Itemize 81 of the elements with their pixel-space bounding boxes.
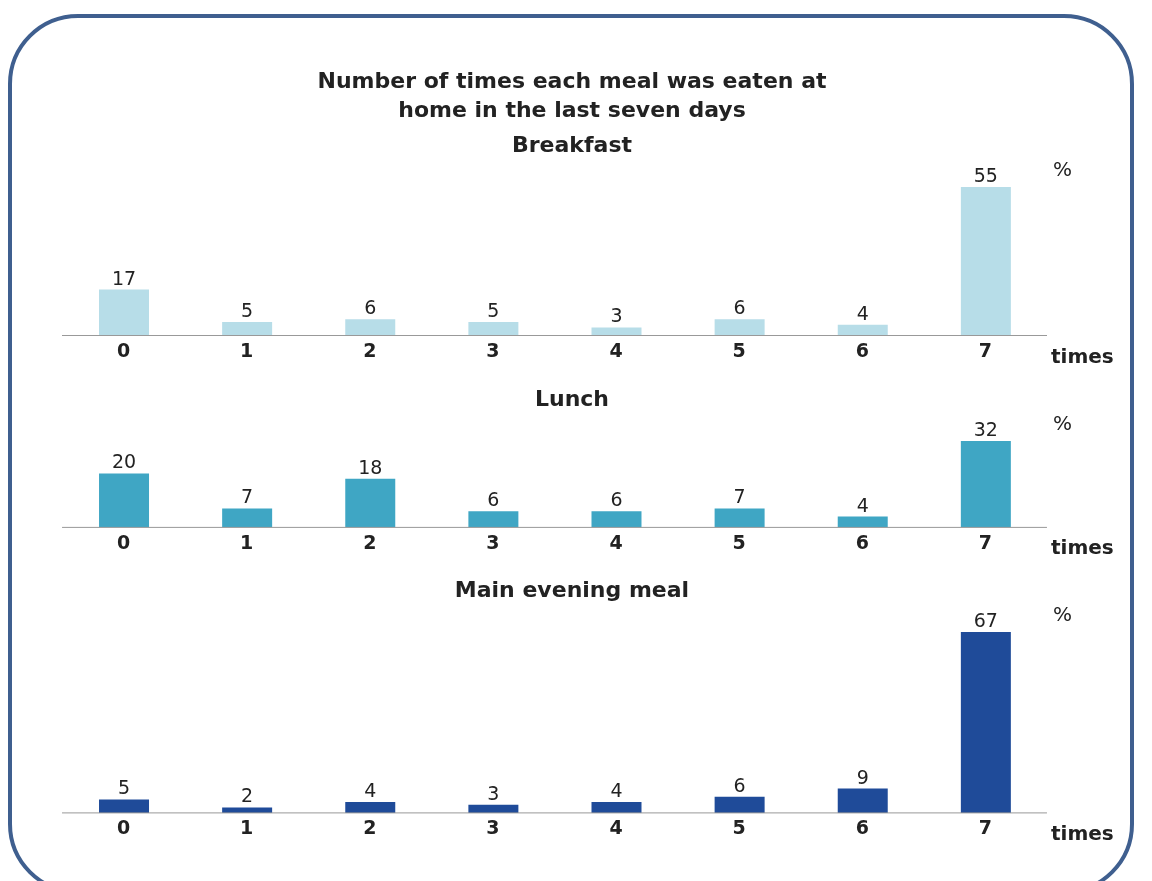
bar xyxy=(222,807,273,813)
x-tick-label: 6 xyxy=(855,338,869,361)
data-label: 7 xyxy=(241,484,254,507)
data-label: 6 xyxy=(733,773,746,796)
bar xyxy=(99,472,150,527)
data-label: 3 xyxy=(610,304,623,327)
x-tick-label: 5 xyxy=(732,530,746,553)
x-tick-label: 2 xyxy=(363,530,377,553)
x-tick-label: 6 xyxy=(855,530,869,553)
data-label: 7 xyxy=(733,484,746,507)
x-tick-label: 7 xyxy=(978,816,993,839)
x-tick-label: 3 xyxy=(486,816,500,839)
x-tick-label: 5 xyxy=(732,816,746,839)
x-tick-label: 5 xyxy=(732,338,746,361)
x-axis-title: times xyxy=(1051,534,1114,559)
y-axis-title: % xyxy=(1053,157,1073,181)
data-label: 17 xyxy=(111,266,137,289)
chart-title: Number of times each meal was eaten at home in the last seven days xyxy=(316,67,828,124)
bar xyxy=(960,631,1011,813)
x-tick-label: 1 xyxy=(240,530,254,553)
data-label: 5 xyxy=(487,299,500,321)
bar xyxy=(837,788,888,813)
bar xyxy=(222,322,273,336)
bar xyxy=(837,516,888,527)
bar xyxy=(591,510,642,527)
data-label: 9 xyxy=(856,765,869,788)
data-label: 32 xyxy=(973,417,998,440)
x-tick-label: 4 xyxy=(609,816,623,839)
x-tick-label: 1 xyxy=(240,816,254,839)
data-label: 5 xyxy=(117,776,131,799)
bar xyxy=(714,507,765,527)
data-label: 18 xyxy=(358,455,383,478)
data-label: 6 xyxy=(487,487,500,510)
bar xyxy=(345,801,396,813)
x-axis-title: times xyxy=(1051,820,1114,845)
bar xyxy=(99,799,150,813)
data-label: 4 xyxy=(364,778,377,801)
y-axis-title: % xyxy=(1053,410,1073,435)
data-label: 4 xyxy=(856,301,869,324)
x-tick-label: 1 xyxy=(240,338,254,361)
x-tick-label: 2 xyxy=(363,338,377,361)
bar xyxy=(468,322,519,336)
data-label: 20 xyxy=(111,449,137,472)
y-axis-title: % xyxy=(1053,601,1073,626)
chart-subtitle: Lunch xyxy=(533,385,610,411)
chart-subtitle: Breakfast xyxy=(510,132,633,157)
data-label: 3 xyxy=(487,781,500,804)
bar xyxy=(222,507,273,527)
bar xyxy=(960,187,1011,336)
data-label: 6 xyxy=(733,296,746,319)
x-tick-label: 7 xyxy=(978,338,993,361)
bar xyxy=(714,319,765,336)
bar xyxy=(345,319,396,336)
x-tick-label: 3 xyxy=(486,338,500,361)
x-tick-label: 0 xyxy=(116,530,131,553)
x-tick-label: 4 xyxy=(609,338,623,361)
bar xyxy=(591,327,642,336)
data-label: 6 xyxy=(364,296,377,319)
x-tick-label: 0 xyxy=(116,338,131,361)
x-tick-label: 0 xyxy=(116,816,131,839)
x-tick-label: 4 xyxy=(609,530,623,553)
data-label: 67 xyxy=(973,608,998,631)
chart-subtitle: Main evening meal xyxy=(453,576,691,602)
data-label: 4 xyxy=(610,778,623,801)
bar xyxy=(99,289,149,336)
x-tick-label: 2 xyxy=(363,816,377,839)
x-tick-label: 3 xyxy=(486,530,500,553)
data-label: 4 xyxy=(856,493,869,516)
x-tick-label: 6 xyxy=(855,816,869,839)
data-label: 2 xyxy=(241,784,254,807)
data-label: 55 xyxy=(973,164,998,186)
x-axis-title: times xyxy=(1051,343,1114,368)
data-label: 6 xyxy=(610,487,623,510)
bar xyxy=(468,510,519,527)
bar xyxy=(837,324,888,336)
x-tick-label: 7 xyxy=(978,530,993,553)
data-label: 5 xyxy=(241,299,254,321)
bar xyxy=(345,478,396,527)
bar xyxy=(714,796,765,813)
bar xyxy=(960,440,1011,527)
bar xyxy=(591,801,642,813)
